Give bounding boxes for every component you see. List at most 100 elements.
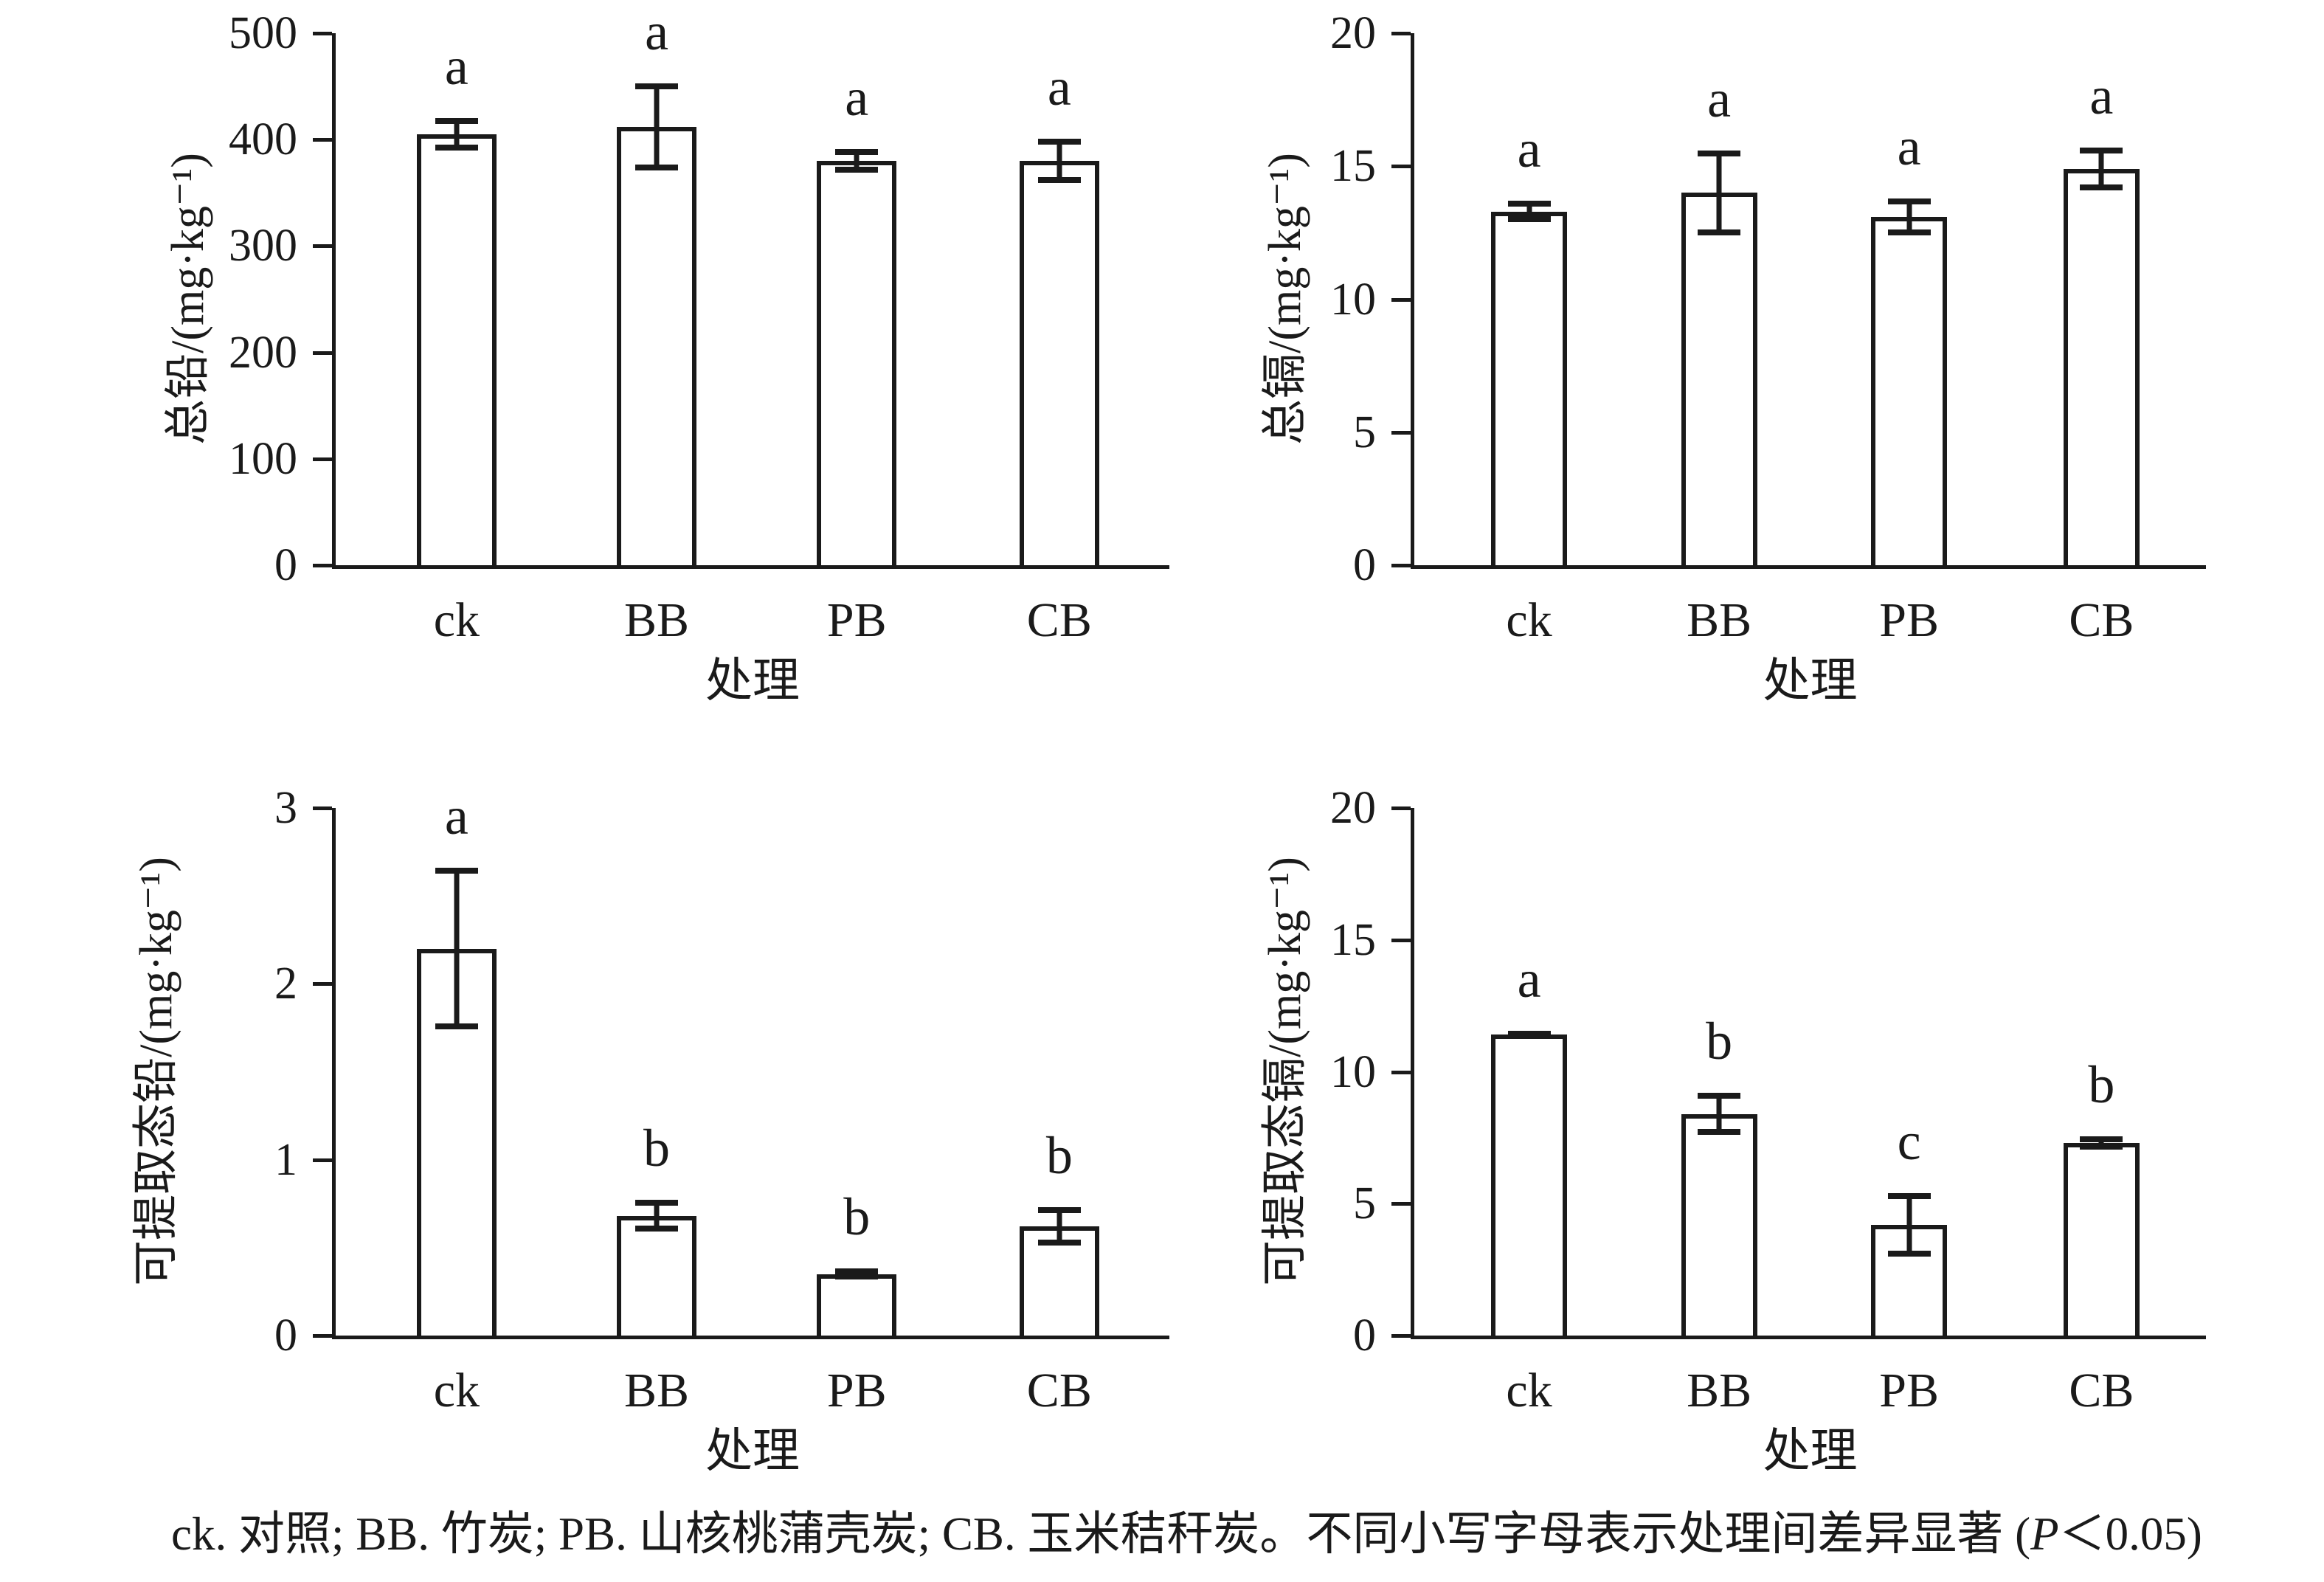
significance-letter: a (2089, 66, 2114, 125)
bar-CB (2063, 168, 2140, 565)
y-axis-tick (1391, 1070, 1411, 1074)
error-bar-cap-top (1887, 198, 1931, 204)
plot-extractable-cadmium: 处理 0 5 10 15 20 a ck b BB c PB b CB (1330, 785, 2206, 1475)
error-bar-line (2098, 148, 2104, 190)
y-axis-tick (313, 982, 332, 987)
y-tick-label: 0 (274, 540, 297, 590)
error-bar-line (654, 1200, 660, 1232)
bar-CB (1019, 161, 1100, 565)
x-axis-title: 处理 (705, 654, 800, 707)
bar-ck (1491, 211, 1568, 565)
y-tick-label: 15 (1330, 141, 1376, 192)
y-tick-label: 10 (1330, 274, 1376, 325)
x-axis-title: 处理 (1763, 654, 1858, 707)
y-axis-tick (1391, 297, 1411, 302)
x-category-label-BB: BB (1687, 593, 1752, 647)
significance-letter: a (645, 1, 669, 61)
y-tick-label: 100 (229, 433, 297, 484)
y-tick-label: 1 (274, 1134, 297, 1185)
plot-extractable-lead: 处理 0 1 2 3 a ck b BB b PB b CB (274, 785, 1169, 1475)
error-bar-cap-bottom (835, 166, 879, 173)
y-axis-tick (1391, 1202, 1411, 1206)
y-axis-tick (1391, 564, 1411, 567)
error-bar-cap-bottom (1507, 1032, 1551, 1039)
significance-letter: b (2088, 1055, 2115, 1115)
y-tick-label: 10 (1330, 1046, 1376, 1097)
y-tick-label: 0 (1353, 540, 1376, 590)
x-category-label-BB: BB (624, 593, 690, 647)
significance-letter: a (1707, 69, 1732, 128)
y-axis-tick (1391, 1334, 1411, 1338)
x-category-label-BB: BB (624, 1364, 690, 1417)
significance-letter: a (1897, 117, 1921, 176)
error-bar-line (454, 868, 460, 1030)
x-category-label-CB: CB (1026, 593, 1092, 647)
error-bar-cap-top (835, 149, 879, 156)
error-bar-line (1716, 150, 1722, 235)
y-tick-label: 20 (1330, 8, 1376, 58)
error-bar-BB (1698, 1093, 1741, 1136)
y-axis-tick (313, 32, 332, 35)
error-bar-cap-bottom (2080, 1143, 2123, 1150)
error-bar-cap-top (835, 1268, 879, 1275)
error-bar-cap-top (635, 83, 679, 89)
error-bar-line (1906, 198, 1912, 235)
bar-CB (2063, 1143, 2140, 1336)
error-bar-cap-bottom (1887, 1250, 1931, 1257)
error-bar-CB (1037, 138, 1081, 184)
error-bar-cap-bottom (1037, 177, 1081, 184)
bar-ck (416, 134, 497, 565)
y-axis-tick (1391, 430, 1411, 435)
y-tick-label: 200 (229, 327, 297, 378)
caption-p-symbol: P (2030, 1508, 2059, 1560)
y-axis-tick (313, 806, 332, 810)
x-category-label-ck: ck (1506, 1364, 1552, 1417)
error-bar-ck (1507, 1031, 1551, 1039)
plot-total-cadmium: 处理 0 5 10 15 20 a ck a BB a PB a CB (1330, 10, 2206, 705)
y-tick-label: 500 (229, 8, 297, 58)
y-axis-label-total-cadmium: 总镉/(mg·kg⁻¹) (1260, 153, 1310, 445)
error-bar-line (654, 83, 660, 170)
error-bar-cap-top (1507, 201, 1551, 207)
significance-letter: c (1897, 1111, 1921, 1171)
x-category-label-CB: CB (2069, 1364, 2134, 1417)
x-category-label-BB: BB (1687, 1364, 1752, 1417)
error-bar-PB (1887, 198, 1931, 235)
error-bar-cap-bottom (1698, 1129, 1741, 1136)
error-bar-cap-top (1887, 1192, 1931, 1199)
error-bar-cap-top (435, 118, 478, 125)
y-tick-label: 300 (229, 221, 297, 272)
error-bar-cap-bottom (435, 1023, 478, 1030)
bar-ck (416, 948, 497, 1336)
bar-PB (817, 161, 897, 565)
error-bar-cap-top (1037, 1207, 1081, 1214)
y-tick-label: 15 (1330, 914, 1376, 965)
bar-BB (1681, 193, 1757, 565)
bar-BB (616, 1215, 697, 1336)
y-axis-tick (1391, 806, 1411, 810)
error-bar-BB (635, 83, 679, 170)
x-category-label-ck: ck (1506, 593, 1552, 647)
y-axis-label-total-lead: 总铅/(mg·kg⁻¹) (163, 153, 213, 445)
error-bar-CB (2080, 1136, 2123, 1150)
y-tick-label: 0 (1353, 1310, 1376, 1361)
x-axis-title: 处理 (1763, 1425, 1858, 1477)
y-axis-tick (313, 1334, 332, 1338)
x-axis-title: 处理 (705, 1425, 800, 1477)
y-axis-tick (313, 244, 332, 249)
error-bar-cap-bottom (635, 165, 679, 170)
x-category-label-PB: PB (826, 593, 887, 647)
error-bar-line (1056, 1207, 1062, 1246)
x-category-label-ck: ck (433, 593, 480, 647)
error-bar-cap-bottom (1887, 229, 1931, 235)
error-bar-PB (835, 1268, 879, 1279)
bar-PB (1871, 216, 1948, 565)
error-bar-line (854, 149, 860, 173)
error-bar-cap-top (1698, 150, 1741, 156)
x-category-label-CB: CB (2069, 593, 2134, 647)
significance-letter: b (1045, 1126, 1073, 1186)
error-bar-cap-top (2080, 1136, 2123, 1143)
error-bar-line (454, 118, 460, 151)
significance-letter: a (845, 68, 869, 128)
